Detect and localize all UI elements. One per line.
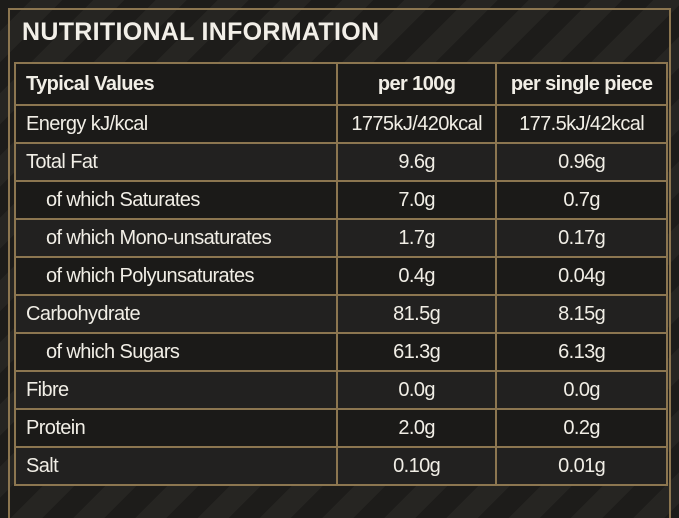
header-row: Typical Values per 100g per single piece (14, 62, 668, 106)
table-row: Carbohydrate 81.5g 8.15g (14, 294, 668, 334)
table-row: of which Saturates 7.0g 0.7g (14, 180, 668, 220)
nutrient-name: Protein (14, 408, 338, 448)
nutrient-value: 6.13g (495, 332, 668, 372)
nutrient-value: 177.5kJ/42kcal (495, 104, 668, 144)
nutrient-name: Energy kJ/kcal (14, 104, 338, 144)
table-row: Fibre 0.0g 0.0g (14, 370, 668, 410)
nutrient-value: 7.0g (335, 180, 498, 220)
nutrient-value: 0.4g (335, 256, 498, 296)
nutrient-value: 0.2g (495, 408, 668, 448)
nutrient-value: 8.15g (495, 294, 668, 334)
nutrient-value: 0.7g (495, 180, 668, 220)
nutrient-value: 0.10g (335, 446, 498, 486)
nutrient-name: Carbohydrate (14, 294, 338, 334)
header-cell: per single piece (495, 62, 668, 106)
nutrient-name: Salt (14, 446, 338, 486)
nutrient-value: 0.0g (335, 370, 498, 410)
table-row: Protein 2.0g 0.2g (14, 408, 668, 448)
nutrient-name: of which Mono-unsaturates (14, 218, 338, 258)
nutrient-name: of which Sugars (14, 332, 338, 372)
nutrient-value: 0.01g (495, 446, 668, 486)
nutrient-value: 0.96g (495, 142, 668, 182)
nutrient-value: 2.0g (335, 408, 498, 448)
nutrient-value: 9.6g (335, 142, 498, 182)
nutrient-name: of which Polyunsaturates (14, 256, 338, 296)
nutrient-value: 1.7g (335, 218, 498, 258)
nutrient-value: 0.0g (495, 370, 668, 410)
table-row: of which Polyunsaturates 0.4g 0.04g (14, 256, 668, 296)
nutrition-table: Typical Values per 100g per single piece E… (14, 62, 668, 486)
header-cell: per 100g (335, 62, 498, 106)
nutrient-name: of which Saturates (14, 180, 338, 220)
nutrient-value: 0.04g (495, 256, 668, 296)
header-cell: Typical Values (14, 62, 338, 106)
nutrient-name: Total Fat (14, 142, 338, 182)
nutrient-name: Fibre (14, 370, 338, 410)
table-body: Energy kJ/kcal 1775kJ/420kcal 177.5kJ/42kc… (14, 104, 668, 486)
table-row: of which Mono-unsaturates 1.7g 0.17g (14, 218, 668, 258)
table-row: Total Fat 9.6g 0.96g (14, 142, 668, 182)
frame (8, 8, 671, 518)
nutrient-value: 1775kJ/420kcal (335, 104, 498, 144)
nutrient-value: 0.17g (495, 218, 668, 258)
title: NUTRITIONAL INFORMATION (22, 18, 380, 46)
nutrient-value: 61.3g (335, 332, 498, 372)
table-row: of which Sugars 61.3g 6.13g (14, 332, 668, 372)
table-row: Energy kJ/kcal 1775kJ/420kcal 177.5kJ/42kc… (14, 104, 668, 144)
table-row: Salt 0.10g 0.01g (14, 446, 668, 486)
nutrient-value: 81.5g (335, 294, 498, 334)
